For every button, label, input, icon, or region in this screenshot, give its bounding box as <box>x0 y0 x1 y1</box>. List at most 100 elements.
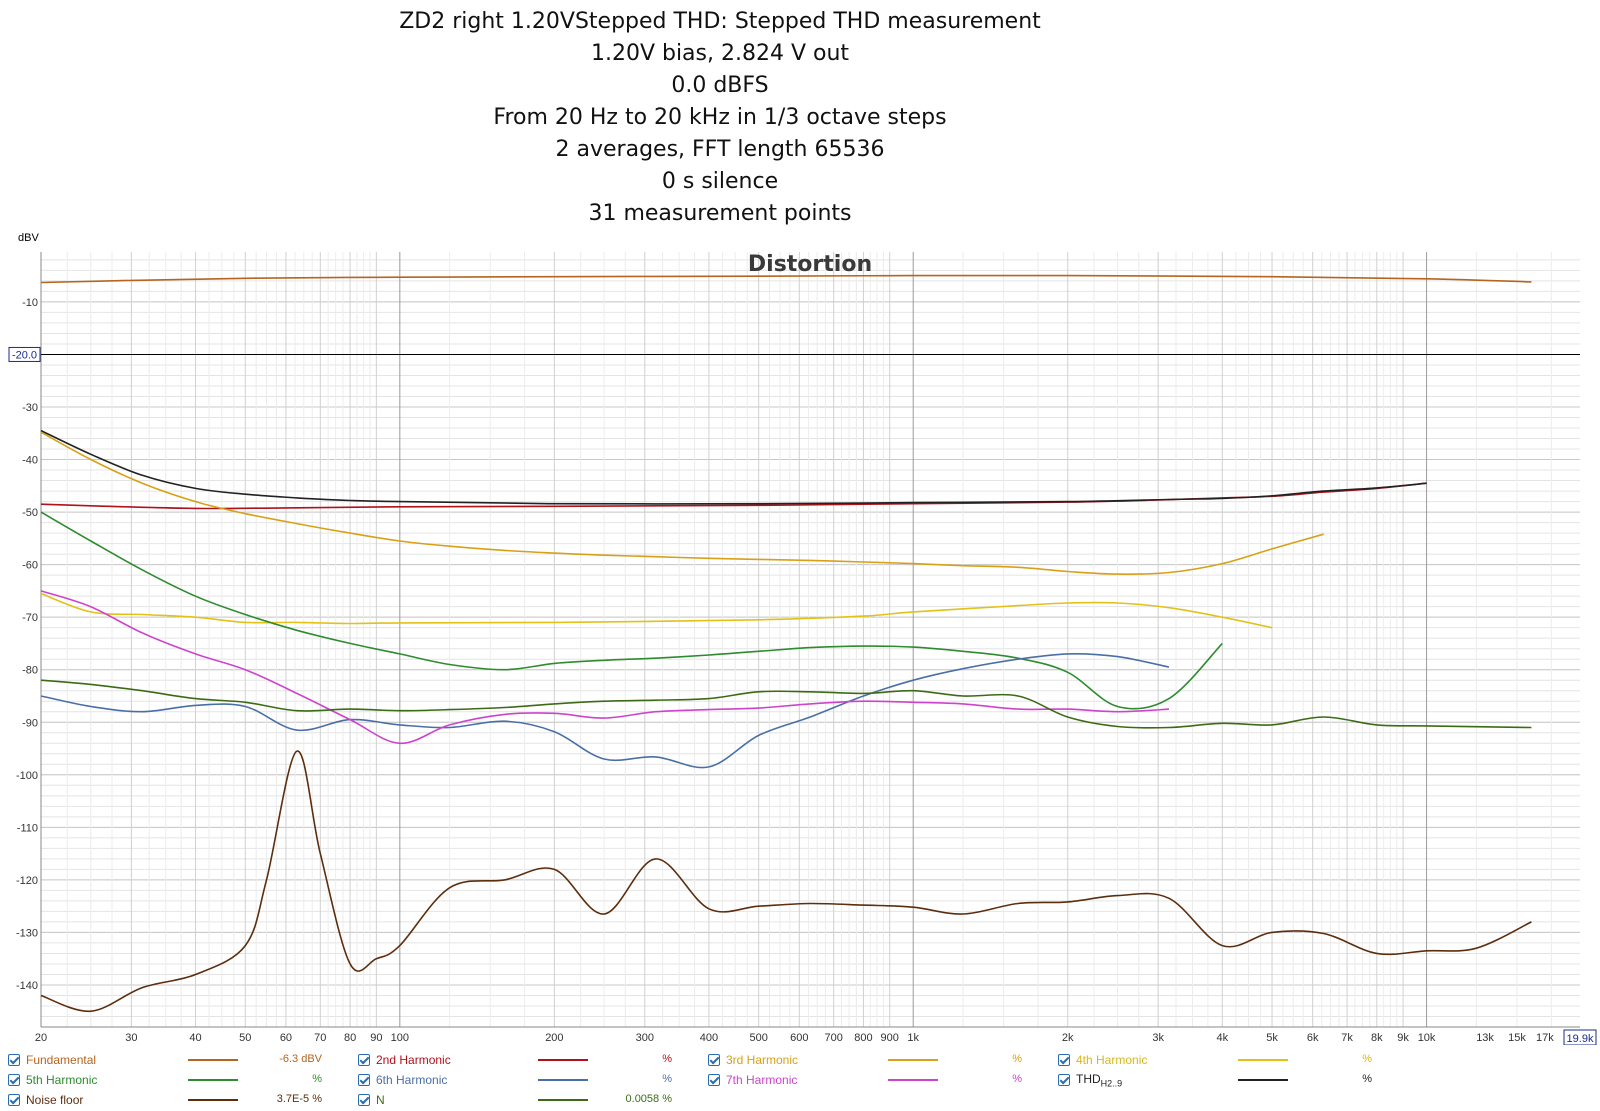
legend-item[interactable]: 6th Harmonic% <box>358 1070 698 1090</box>
x-tick-label: 800 <box>854 1032 872 1044</box>
plot-area <box>41 252 1580 1027</box>
legend-checkbox[interactable] <box>8 1094 20 1106</box>
legend: Fundamental -6.3 dBV 2nd Harmonic% 3rd Harm… <box>0 1048 1600 1111</box>
series-line-3rd-harmonic <box>40 431 1324 575</box>
x-tick-label: 7k <box>1341 1032 1353 1044</box>
title-line: From 20 Hz to 20 kHz in 1/3 octave steps <box>493 105 947 130</box>
legend-value: % <box>1362 1053 1372 1065</box>
x-tick-label: 500 <box>749 1032 767 1044</box>
legend-label-subscript: H2..9 <box>1100 1078 1123 1089</box>
legend-item[interactable]: N 0.0058 % <box>358 1090 698 1110</box>
legend-item[interactable]: 4th Harmonic% <box>1058 1050 1398 1070</box>
legend-checkbox[interactable] <box>358 1094 370 1106</box>
legend-value: % <box>1012 1053 1022 1065</box>
y-tick-label: -70 <box>22 612 38 624</box>
x-tick-label: 1k <box>907 1032 919 1044</box>
x-tick-label: 17k <box>1536 1032 1554 1044</box>
legend-checkbox[interactable] <box>358 1054 370 1066</box>
x-tick-label: 80 <box>344 1032 356 1044</box>
legend-item[interactable]: 5th Harmonic% <box>8 1070 348 1090</box>
x-tick-label: 700 <box>825 1032 843 1044</box>
legend-label: Fundamental <box>26 1053 97 1067</box>
x-max-label: 19.9k <box>1567 1033 1594 1045</box>
x-tick-label: 100 <box>391 1032 409 1044</box>
x-tick-label: 900 <box>881 1032 899 1044</box>
legend-swatch <box>1238 1079 1288 1081</box>
legend-item[interactable]: 7th Harmonic% <box>708 1070 1048 1090</box>
x-tick-label: 40 <box>189 1032 201 1044</box>
title-line: 0 s silence <box>661 169 779 194</box>
grid <box>40 252 1580 1028</box>
x-max-box <box>1563 1029 1597 1045</box>
title-block: ZD2 right 1.20VStepped THD: Stepped THD … <box>0 6 1440 230</box>
series-line-5th-harmonic <box>40 511 1223 710</box>
y-tick-label: -110 <box>17 822 38 834</box>
x-tick-label: 13k <box>1476 1032 1494 1044</box>
legend-label: 4th Harmonic <box>1076 1053 1148 1067</box>
y-tick-label: -60 <box>22 560 38 572</box>
cursor-label: -20.0 <box>12 349 37 361</box>
y-tick-label: -40 <box>22 455 38 467</box>
x-tick-label: 5k <box>1266 1032 1278 1044</box>
legend-item[interactable]: Noise floor 3.7E-5 % <box>8 1090 348 1110</box>
legend-swatch <box>188 1099 238 1101</box>
x-tick-label: 90 <box>370 1032 382 1044</box>
x-tick-label: 70 <box>314 1032 326 1044</box>
series-line-6th-harmonic <box>40 653 1170 769</box>
x-tick-label: 200 <box>545 1032 563 1044</box>
y-tick-label: -120 <box>16 875 38 887</box>
legend-value: % <box>662 1053 672 1065</box>
y-tick-label: -50 <box>22 507 38 519</box>
legend-checkbox[interactable] <box>358 1074 370 1086</box>
x-tick-label: 9k <box>1397 1032 1409 1044</box>
legend-checkbox[interactable] <box>1058 1074 1070 1086</box>
series-line-thd <box>40 429 1427 505</box>
legend-checkbox[interactable] <box>8 1074 20 1086</box>
y-axis-label: dBV <box>18 232 39 244</box>
legend-label: 3rd Harmonic <box>726 1053 799 1067</box>
x-tick-label: 10k <box>1418 1032 1436 1044</box>
x-tick-label: 4k <box>1216 1032 1228 1044</box>
legend-swatch <box>188 1059 238 1061</box>
x-tick-label: 50 <box>239 1032 251 1044</box>
legend-swatch <box>538 1079 588 1081</box>
x-tick-label: 20 <box>35 1032 47 1044</box>
legend-label: 5th Harmonic <box>26 1073 98 1087</box>
x-tick-label: 30 <box>125 1032 137 1044</box>
legend-item[interactable]: THDH2..9% <box>1058 1070 1398 1090</box>
y-tick-label: -10 <box>22 297 38 309</box>
title-line: ZD2 right 1.20VStepped THD: Stepped THD … <box>399 9 1041 34</box>
y-tick-label: -30 <box>22 402 38 414</box>
legend-value: % <box>662 1073 672 1085</box>
x-tick-label: 6k <box>1307 1032 1319 1044</box>
series-line-n <box>40 679 1532 729</box>
y-tick-label: -80 <box>22 665 38 677</box>
x-tick-label: 2k <box>1062 1032 1074 1044</box>
legend-swatch <box>188 1079 238 1081</box>
legend-item[interactable]: Fundamental -6.3 dBV <box>8 1050 348 1070</box>
legend-checkbox[interactable] <box>708 1074 720 1086</box>
legend-checkbox[interactable] <box>708 1054 720 1066</box>
legend-value: -6.3 dBV <box>279 1053 322 1065</box>
y-tick-label: -130 <box>16 927 38 939</box>
x-tick-label: 300 <box>636 1032 654 1044</box>
distortion-chart[interactable]: dBV -10 -30 -40 -50 -60 -70 -80 -90 -100 -110 -120 -… <box>0 0 1600 1045</box>
legend-item[interactable]: 2nd Harmonic% <box>358 1050 698 1070</box>
x-tick-label: 15k <box>1508 1032 1526 1044</box>
title-line: 0.0 dBFS <box>671 73 769 98</box>
title-line: 31 measurement points <box>588 201 852 226</box>
cursor-label-box <box>8 346 41 362</box>
legend-swatch <box>538 1099 588 1101</box>
legend-item[interactable]: 3rd Harmonic% <box>708 1050 1048 1070</box>
legend-value: 3.7E-5 % <box>276 1093 322 1105</box>
legend-label: Noise floor <box>26 1093 84 1107</box>
legend-checkbox[interactable] <box>1058 1054 1070 1066</box>
legend-label: 7th Harmonic <box>726 1073 798 1087</box>
series-line-7th-harmonic <box>40 590 1170 745</box>
legend-value: 0.0058 % <box>625 1093 672 1105</box>
chart-title: Distortion <box>748 252 872 277</box>
legend-swatch <box>538 1059 588 1061</box>
x-tick-label: 400 <box>700 1032 718 1044</box>
legend-label: THDH2..9 <box>1076 1071 1123 1089</box>
legend-checkbox[interactable] <box>8 1054 20 1066</box>
